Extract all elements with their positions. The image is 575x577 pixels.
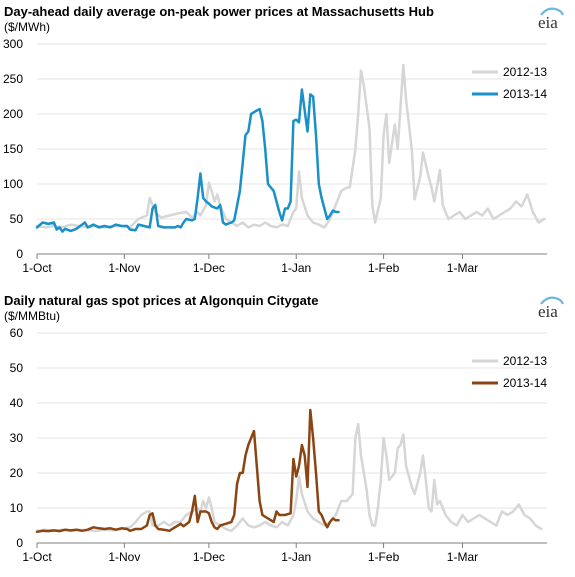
y-tick-label: 150 (3, 142, 23, 156)
y-tick-label: 300 (3, 37, 23, 51)
legend-label: 2013-14 (503, 376, 547, 390)
eia-logo-icon: eia (538, 296, 565, 321)
y-tick-label: 40 (10, 396, 24, 410)
legend-label: 2012-13 (503, 65, 547, 79)
series-line-2013-14 (35, 408, 340, 534)
eia-logo: eia (535, 6, 569, 35)
chart-title: Daily natural gas spot prices at Algonqu… (4, 293, 319, 308)
eia-logo-text: eia (538, 302, 558, 319)
x-tick-label: 1-Feb (368, 261, 400, 275)
eia-logo: eia (535, 295, 569, 324)
x-tick-label: 1-Jan (281, 261, 311, 275)
y-tick-label: 20 (10, 466, 24, 480)
y-tick-label: 50 (10, 212, 24, 226)
gas-price-panel: Daily natural gas spot prices at Algonqu… (0, 289, 575, 577)
y-axis-unit: ($/MMBtu) (4, 309, 61, 323)
eia-logo-icon: eia (538, 7, 565, 32)
series-line-2012-13 (35, 63, 546, 229)
series-line-2013-14 (35, 88, 340, 233)
y-tick-label: 50 (10, 361, 24, 375)
y-tick-label: 10 (10, 501, 24, 515)
x-tick-label: 1-Oct (22, 261, 52, 275)
legend-label: 2012-13 (503, 354, 547, 368)
eia-logo-text: eia (538, 13, 558, 30)
x-tick-label: 1-Feb (368, 550, 400, 564)
x-tick-label: 1-Jan (281, 550, 311, 564)
x-tick-label: 1-Mar (447, 550, 478, 564)
y-tick-label: 200 (3, 107, 23, 121)
legend-label: 2013-14 (503, 87, 547, 101)
x-tick-label: 1-Nov (108, 261, 140, 275)
chart-title: Day-ahead daily average on-peak power pr… (4, 4, 434, 19)
x-tick-label: 1-Nov (108, 550, 140, 564)
power-price-panel: Day-ahead daily average on-peak power pr… (0, 0, 575, 288)
y-tick-label: 250 (3, 72, 23, 86)
x-tick-label: 1-Oct (22, 550, 52, 564)
x-tick-label: 1-Dec (193, 550, 225, 564)
y-tick-label: 0 (16, 247, 23, 261)
y-tick-label: 60 (10, 326, 24, 340)
x-tick-label: 1-Mar (447, 261, 478, 275)
y-tick-label: 30 (10, 431, 24, 445)
series-line-2012-13 (35, 422, 543, 533)
y-tick-label: 0 (16, 536, 23, 550)
gas-price-chart: 0 10 20 30 40 50 60 1-Oct 1-Nov 1-Dec 1-Jan 1-Feb 1-… (10, 326, 548, 564)
power-price-chart: 0 50 100 150 200 250 300 1-Oct 1-Nov 1-Dec 1-Jan 1-… (3, 37, 547, 275)
y-tick-label: 100 (3, 177, 23, 191)
x-tick-label: 1-Dec (193, 261, 225, 275)
y-axis-unit: ($/MWh) (4, 20, 50, 34)
